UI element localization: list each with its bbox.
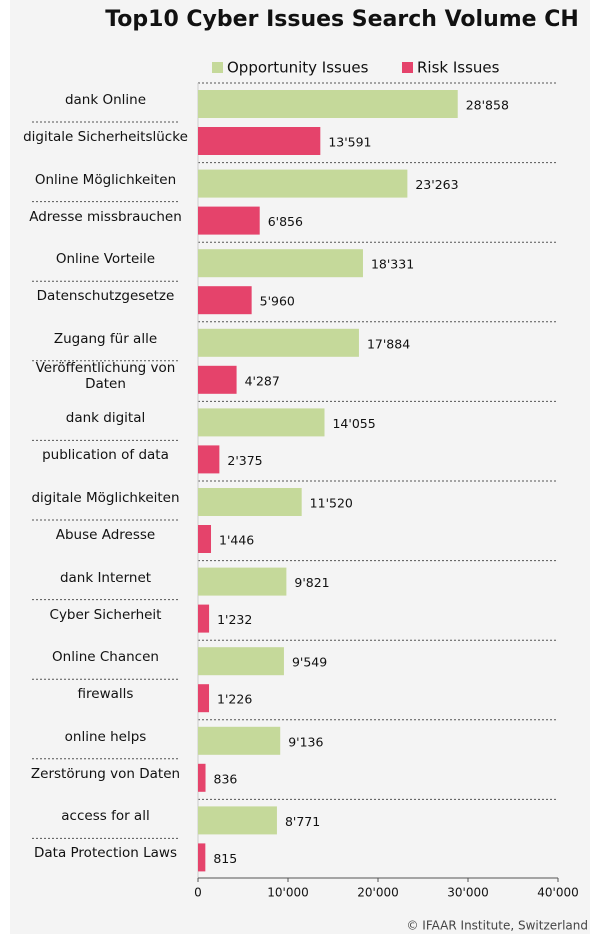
- category-label: online helps: [64, 728, 147, 745]
- background: [10, 0, 590, 934]
- value-label: 8'771: [285, 814, 320, 829]
- legend-swatch: [402, 62, 413, 73]
- bar: [198, 684, 210, 713]
- bar: [198, 445, 220, 474]
- bar: [198, 408, 325, 437]
- category-label: dank Internet: [59, 569, 152, 586]
- category-label: Datenschutzgesetze: [36, 288, 175, 305]
- category-label: Online Vorteile: [55, 251, 156, 268]
- value-label: 14'055: [332, 416, 375, 431]
- value-label: 13'591: [328, 135, 371, 150]
- category-label: Adresse missbrauchen: [29, 208, 182, 225]
- legend-swatch: [212, 62, 223, 73]
- value-label: 1'226: [217, 692, 252, 707]
- x-tick-label: 0: [194, 886, 202, 900]
- legend-label: Opportunity Issues: [227, 59, 369, 77]
- x-tick-label: 10'000: [267, 886, 308, 900]
- category-label: Abuse Adresse: [55, 527, 156, 543]
- bar: [198, 726, 281, 755]
- bar: [198, 525, 212, 553]
- bar: [198, 843, 206, 872]
- category-label: Cyber Sicherheit: [49, 606, 162, 623]
- category-label: Veröffentlichung von Daten: [35, 359, 176, 392]
- bar: [198, 127, 321, 155]
- bar: [198, 206, 260, 235]
- value-label: 28'858: [466, 98, 509, 113]
- category-label: dank Online: [64, 92, 147, 108]
- bar: [198, 647, 284, 676]
- value-label: 836: [214, 771, 238, 786]
- category-label: dank digital: [65, 410, 146, 427]
- value-label: 1'232: [217, 612, 252, 627]
- value-label: 9'549: [292, 655, 327, 670]
- category-label: digitale Sicherheitslücke: [23, 129, 188, 145]
- bar: [198, 365, 237, 394]
- bar: [198, 169, 408, 198]
- source: © IFAAR Institute, Switzerland: [406, 919, 588, 933]
- bar: [198, 567, 287, 596]
- x-tick-label: 40'000: [537, 886, 578, 900]
- category-label: Online Chancen: [52, 649, 159, 666]
- category-label: Online Möglichkeiten: [34, 171, 177, 188]
- value-label: 11'520: [310, 496, 353, 511]
- value-label: 9'136: [288, 734, 323, 749]
- bar: [198, 286, 252, 315]
- value-label: 4'287: [245, 373, 280, 388]
- category-label: Zugang für alle: [53, 330, 158, 347]
- category-label: firewalls: [77, 686, 134, 703]
- category-label: publication of data: [42, 447, 169, 464]
- value-label: 6'856: [268, 214, 303, 229]
- value-label: 815: [213, 851, 237, 866]
- category-label: access for all: [61, 808, 150, 825]
- category-label: Zerstörung von Daten: [30, 765, 181, 782]
- value-label: 23'263: [415, 177, 458, 192]
- legend-label: Risk Issues: [417, 59, 500, 77]
- value-label: 18'331: [371, 257, 414, 272]
- x-tick-label: 30'000: [447, 886, 488, 900]
- value-label: 1'446: [219, 533, 254, 548]
- value-label: 17'884: [367, 336, 410, 351]
- bar: [198, 328, 359, 357]
- category-label: Data Protection Laws: [34, 845, 177, 862]
- x-tick-label: 20'000: [357, 886, 398, 900]
- chart-title: Top10 Cyber Issues Search Volume CH: [105, 7, 579, 32]
- value-label: 2'375: [227, 453, 262, 468]
- bar: [198, 806, 277, 835]
- bar: [198, 249, 363, 278]
- value-label: 5'960: [260, 294, 295, 309]
- bar: [198, 604, 210, 633]
- bar: [198, 763, 206, 792]
- category-label: digitale Möglichkeiten: [31, 490, 180, 506]
- bar: [198, 90, 458, 118]
- value-label: 9'821: [294, 575, 329, 590]
- bar: [198, 488, 302, 516]
